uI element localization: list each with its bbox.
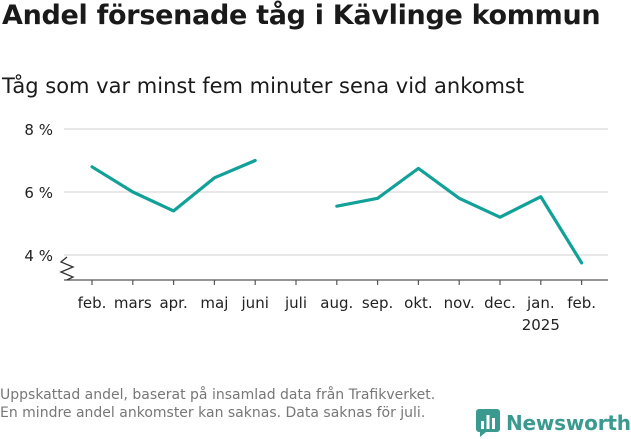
axis-break-marker xyxy=(59,256,75,281)
x-tick-label: feb. xyxy=(78,294,107,312)
x-tick-label: aug. xyxy=(320,294,353,312)
y-tick-label: 6 % xyxy=(24,184,53,202)
x-tick-label: feb. xyxy=(567,294,596,312)
y-tick-label: 4 % xyxy=(24,247,53,265)
newsworthy-logo-icon xyxy=(476,409,500,437)
x-tick-label: okt. xyxy=(404,294,433,312)
x-tick-label: dec. xyxy=(484,294,516,312)
newsworthy-logo: Newsworthy xyxy=(476,409,631,437)
x-tick-label: juni xyxy=(241,294,269,312)
x-tick-label: maj xyxy=(200,294,228,312)
grid-lines xyxy=(64,128,608,256)
x-tick-label: jan. xyxy=(526,294,555,312)
x-tick-label: nov. xyxy=(444,294,475,312)
x-tick-label: juli xyxy=(284,294,307,312)
logo-text: Newsworthy xyxy=(506,411,631,435)
series-lines xyxy=(90,158,584,265)
x-tick-label: mars xyxy=(114,294,152,312)
series-line-segment xyxy=(90,158,257,213)
series-line-segment xyxy=(335,166,584,265)
x-tick-label: apr. xyxy=(159,294,187,312)
chart-title: Andel försenade tåg i Kävlinge kommun xyxy=(2,0,601,31)
x-tick-label: sep. xyxy=(362,294,393,312)
chart-subtitle: Tåg som var minst fem minuter sena vid a… xyxy=(2,74,525,98)
y-tick-label: 8 % xyxy=(24,121,53,139)
line-chart: 4 % 6 % 8 % feb. mars apr. maj juni juli aug. sep… xyxy=(24,121,608,334)
x-year-label: 2025 xyxy=(522,316,560,334)
x-axis: feb. mars apr. maj juni juli aug. sep. okt. nov. d… xyxy=(59,256,608,334)
footnote: Uppskattad andel, baserat på insamlad da… xyxy=(0,387,436,421)
y-axis-ticks: 4 % 6 % 8 % xyxy=(24,121,53,265)
